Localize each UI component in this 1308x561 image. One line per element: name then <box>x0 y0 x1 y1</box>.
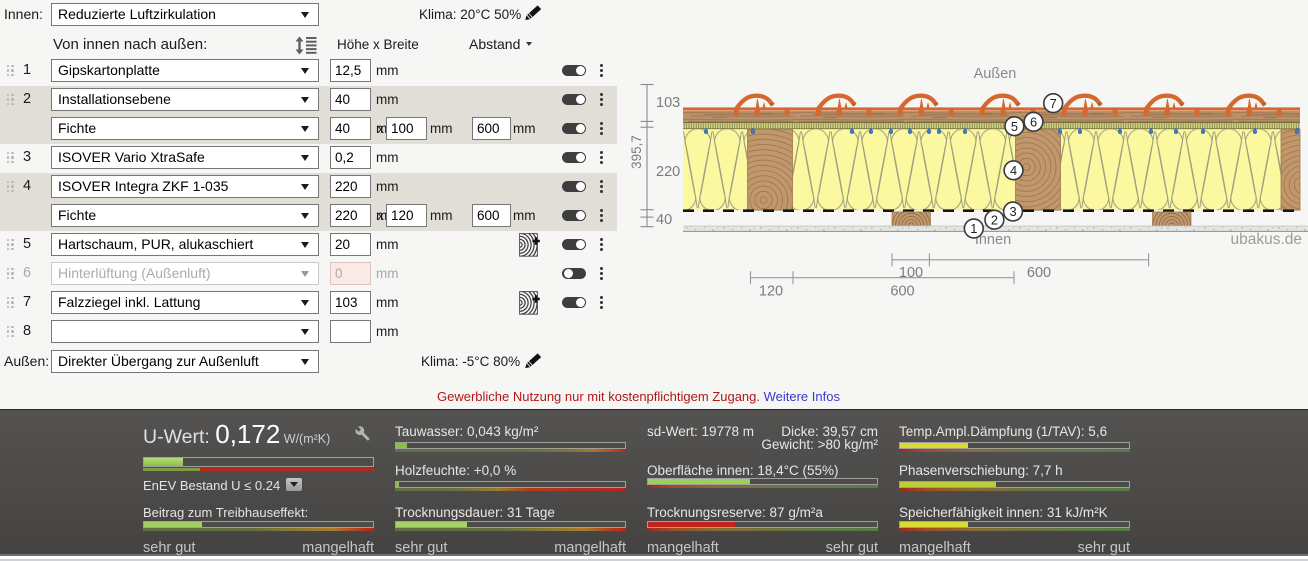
svg-text:220: 220 <box>656 164 680 180</box>
svg-text:Innen: Innen <box>975 232 1011 248</box>
svg-text:7: 7 <box>1050 96 1057 111</box>
svg-text:600: 600 <box>1027 265 1051 281</box>
svg-text:Außen: Außen <box>974 66 1017 82</box>
svg-text:5: 5 <box>1011 119 1018 134</box>
svg-text:1: 1 <box>970 221 977 236</box>
svg-text:6: 6 <box>1030 115 1037 130</box>
svg-text:120: 120 <box>759 284 783 300</box>
svg-text:ubakus.de: ubakus.de <box>1230 231 1302 248</box>
svg-text:103: 103 <box>656 95 680 111</box>
svg-text:395,7: 395,7 <box>629 135 644 169</box>
svg-text:2: 2 <box>991 212 998 227</box>
svg-text:4: 4 <box>1010 163 1017 178</box>
svg-text:40: 40 <box>656 212 672 228</box>
svg-text:3: 3 <box>1009 204 1016 219</box>
svg-text:600: 600 <box>890 284 914 300</box>
svg-text:100: 100 <box>899 265 923 281</box>
